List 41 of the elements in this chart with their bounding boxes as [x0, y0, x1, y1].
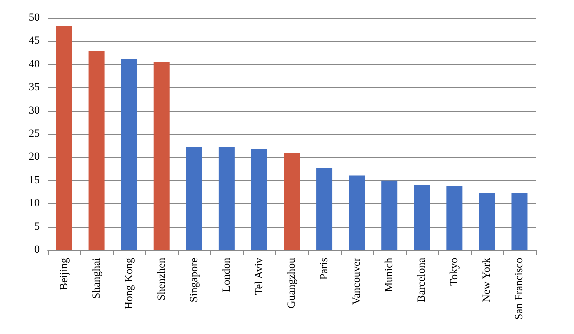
x-tick-label: Vancouver	[351, 258, 364, 306]
x-tick-label: Hong Kong	[123, 258, 136, 310]
y-tick-label: 45	[29, 35, 40, 48]
y-tick-label: 25	[29, 128, 40, 140]
y-tick-label: 15	[29, 174, 40, 186]
x-tick-label: Beijing	[58, 258, 70, 290]
bar	[88, 51, 105, 250]
x-tick-label: New York	[481, 258, 494, 303]
x-tick-label: Shenzhen	[156, 258, 168, 301]
y-tick-label: 20	[29, 151, 40, 164]
bar	[349, 176, 366, 250]
x-tick-label: London	[220, 258, 233, 292]
x-tick-label: Barcelona	[416, 258, 428, 303]
bar	[479, 193, 496, 250]
bar	[284, 153, 300, 250]
y-tick-label: 50	[29, 12, 40, 24]
x-tick-label: Paris	[318, 258, 331, 280]
bar	[414, 185, 430, 250]
x-tick-label: San Francisco	[514, 258, 526, 320]
bar	[251, 149, 268, 250]
x-tick-label: Munich	[384, 258, 396, 292]
bar	[316, 168, 333, 250]
x-tick-label: Tokyo	[448, 258, 461, 286]
y-tick-label: 30	[29, 104, 40, 117]
bar	[121, 59, 138, 250]
bar	[512, 193, 528, 250]
y-tick-label: 35	[29, 82, 40, 94]
bar	[218, 147, 235, 250]
y-tick-label: 10	[29, 198, 40, 210]
x-tick-label: Shanghai	[90, 258, 103, 299]
bar	[154, 62, 170, 250]
x-tick-label: Guangzhou	[286, 258, 298, 309]
bar	[56, 26, 72, 250]
y-tick-label: 0	[34, 244, 40, 256]
bar	[186, 147, 202, 250]
y-tick-label: 40	[29, 58, 40, 70]
y-tick-label: 5	[34, 220, 40, 233]
bar	[382, 180, 398, 250]
x-tick-label: Singapore	[188, 258, 200, 303]
bar	[446, 186, 463, 250]
x-tick-label: Tel Aviv	[253, 258, 266, 296]
